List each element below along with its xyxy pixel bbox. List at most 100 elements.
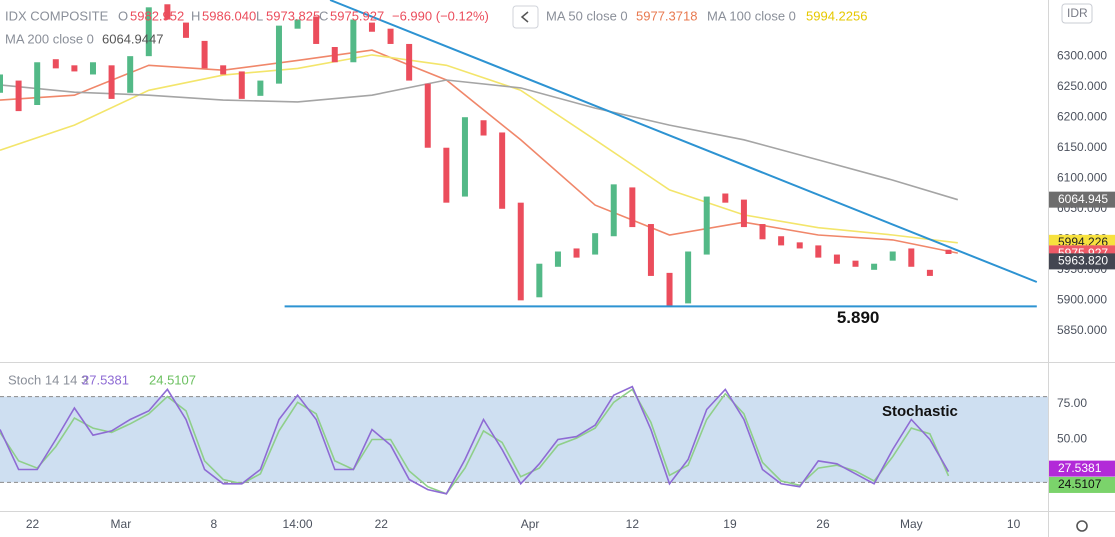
- ohlc-key: C: [319, 8, 328, 23]
- x-tick-label: 8: [211, 517, 218, 531]
- candle: [164, 4, 171, 20]
- candle: [71, 65, 78, 72]
- value-marker-label: 24.5107: [1058, 477, 1102, 491]
- annotation: Stochastic: [882, 403, 958, 420]
- ma-legend-name: MA 50 close 0: [546, 8, 628, 23]
- ohlc-value: 5973.825: [266, 8, 320, 23]
- ohlc-key: L: [256, 8, 263, 23]
- y-tick-label: 6300.000: [1057, 48, 1107, 62]
- candle: [145, 7, 152, 57]
- value-marker-label: 27.5381: [1058, 461, 1102, 475]
- trendline: [329, 0, 1038, 283]
- price-marker: [1049, 253, 1115, 270]
- candle: [833, 254, 840, 264]
- candle: [182, 22, 189, 38]
- y-tick-label: 5850.000: [1057, 323, 1107, 337]
- candle: [257, 80, 264, 96]
- candle: [666, 272, 673, 307]
- price-marker-label: 6064.945: [1058, 192, 1108, 206]
- candle: [796, 242, 803, 249]
- x-tick-label: 14:00: [283, 517, 313, 531]
- candle: [871, 263, 878, 270]
- candle: [852, 260, 859, 267]
- candle: [220, 65, 227, 75]
- ohlc-value: 5982.952: [130, 8, 184, 23]
- y-tick-label: 75.00: [1057, 396, 1087, 410]
- candle: [629, 187, 636, 228]
- stoch-k-value: 27.5381: [82, 372, 129, 387]
- price-marker: [1049, 191, 1115, 208]
- candle: [573, 248, 580, 258]
- candle: [778, 236, 785, 246]
- x-tick-label: 12: [626, 517, 640, 531]
- ma-legend-value: 5977.3718: [636, 8, 697, 23]
- y-tick-label: 6200.000: [1057, 109, 1107, 123]
- candle: [127, 56, 134, 93]
- ma-legend-value: 6064.9447: [102, 31, 163, 46]
- settings-icon[interactable]: [1076, 520, 1088, 532]
- ohlc-value: 5975.927: [330, 8, 384, 23]
- ma-legend-value: 5994.2256: [806, 8, 867, 23]
- candle: [945, 249, 952, 254]
- symbol: IDX COMPOSITE: [5, 8, 109, 23]
- candle: [554, 251, 561, 267]
- candle: [815, 245, 822, 258]
- candle: [275, 25, 282, 84]
- y-tick-label: 6250.000: [1057, 79, 1107, 93]
- ma-legend-name: MA 200 close 0: [5, 31, 94, 46]
- stoch-line: [0, 388, 950, 495]
- x-tick-label: Mar: [111, 517, 132, 531]
- candle: [387, 28, 394, 44]
- candle: [52, 59, 59, 69]
- candle: [238, 71, 245, 99]
- candle: [926, 269, 933, 276]
- candle: [350, 19, 357, 63]
- x-tick-label: Apr: [521, 517, 540, 531]
- ma-line: [0, 54, 958, 244]
- candle: [703, 196, 710, 255]
- candle: [108, 65, 115, 99]
- candle: [313, 16, 320, 44]
- ma-line: [0, 79, 959, 201]
- currency-button[interactable]: [1061, 3, 1093, 24]
- x-tick-label: May: [900, 517, 923, 531]
- candle: [592, 233, 599, 255]
- y-tick-label: 50.00: [1057, 432, 1087, 446]
- currency: IDR: [1067, 6, 1088, 20]
- x-tick-label: 22: [26, 517, 40, 531]
- candle: [201, 40, 208, 69]
- candle: [89, 62, 96, 75]
- labels: IDX COMPOSITE O 5982.952 H 5986.040 L 59…: [5, 3, 1093, 532]
- ma-legend-name: MA 100 close 0: [707, 8, 796, 23]
- candle: [517, 202, 524, 301]
- y-tick-label: 6100.000: [1057, 170, 1107, 184]
- candle: [536, 263, 543, 298]
- ohlc-key: H: [191, 8, 200, 23]
- ohlc-value: 5986.040: [202, 8, 256, 23]
- candle: [889, 251, 896, 261]
- candle: [722, 193, 729, 203]
- collapse-button[interactable]: [512, 5, 539, 29]
- collapse-icon: [520, 11, 529, 23]
- candle: [740, 199, 747, 228]
- ma-line: [0, 49, 958, 254]
- candle: [610, 184, 617, 237]
- stoch-line: [0, 385, 950, 495]
- y-tick-label: 5900.000: [1057, 293, 1107, 307]
- x-tick-label: 10: [1007, 517, 1021, 531]
- value-marker: [1049, 460, 1115, 477]
- x-tick-label: 19: [723, 517, 737, 531]
- candle: [647, 224, 654, 276]
- x-tick-label: 26: [816, 517, 830, 531]
- stoch-title: Stoch 14 14 3: [8, 372, 88, 387]
- candle: [0, 74, 3, 93]
- band: [0, 396, 1048, 483]
- candle: [424, 83, 431, 148]
- candle: [406, 43, 413, 81]
- candle: [368, 22, 375, 32]
- candle: [685, 251, 692, 304]
- change: −6.990 (−0.12%): [392, 8, 489, 23]
- x-tick-label: 22: [375, 517, 389, 531]
- candle: [908, 248, 915, 267]
